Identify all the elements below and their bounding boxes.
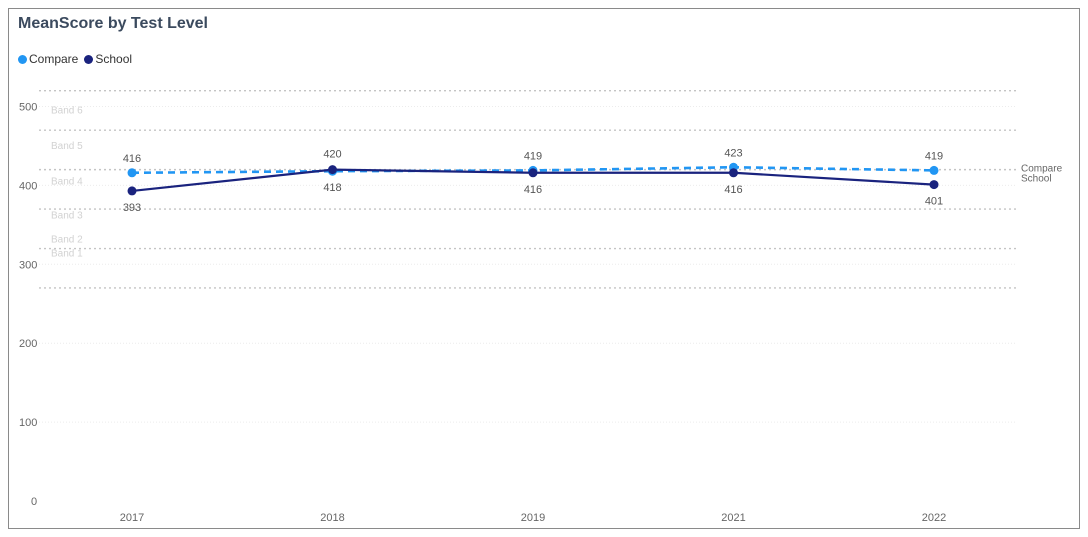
x-tick-label-2017: 2017 <box>120 512 144 524</box>
y-tick-label-0: 0 <box>31 496 37 508</box>
y-tick-label-400: 400 <box>19 180 37 192</box>
y-tick-label-500: 500 <box>19 102 37 114</box>
band-label-2: Band 2 <box>51 234 83 245</box>
legend: Compare School <box>18 52 138 66</box>
band-label-1: Band 1 <box>51 248 83 259</box>
point-compare-2022 <box>929 165 939 175</box>
chart-title: MeanScore by Test Level <box>18 15 208 32</box>
y-tick-label-300: 300 <box>19 259 37 271</box>
y-tick-label-200: 200 <box>19 338 37 350</box>
data-label-compare-2017: 416 <box>123 153 141 165</box>
x-tick-label-2018: 2018 <box>320 512 344 524</box>
band-label-3: Band 3 <box>51 211 83 222</box>
end-label-school: School <box>1021 173 1052 184</box>
point-school-2017 <box>127 186 137 196</box>
band-label-4: Band 4 <box>51 177 83 188</box>
data-label-compare-2019: 419 <box>524 150 542 162</box>
data-label-school-2019: 416 <box>524 184 542 196</box>
point-school-2021 <box>729 168 738 178</box>
legend-item-compare[interactable]: Compare <box>18 52 78 66</box>
data-label-school-2017: 393 <box>123 202 141 214</box>
data-label-compare-2021: 423 <box>724 147 742 159</box>
data-label-compare-2018: 418 <box>323 182 341 194</box>
end-label-compare: Compare <box>1021 163 1063 174</box>
legend-school-dot-icon <box>84 54 94 64</box>
band-label-5: Band 5 <box>51 141 83 152</box>
line-chart: 0 100 200 300 400 500 Band 1 Band 2 Band 3 Band 4… <box>19 90 1063 524</box>
data-label-school-2018: 420 <box>323 149 341 161</box>
data-label-compare-2022: 419 <box>925 150 943 162</box>
point-school-2022 <box>929 180 939 190</box>
point-compare-2017 <box>127 168 137 178</box>
point-school-2018 <box>328 165 337 175</box>
x-tick-label-2019: 2019 <box>521 512 545 524</box>
y-tick-label-100: 100 <box>19 417 37 429</box>
data-label-school-2022: 401 <box>925 196 943 208</box>
x-tick-label-2022: 2022 <box>922 512 946 524</box>
legend-compare-label: Compare <box>29 52 79 66</box>
data-label-school-2021: 416 <box>724 184 742 196</box>
legend-compare-dot-icon <box>18 54 27 64</box>
band-label-6: Band 6 <box>51 106 83 117</box>
legend-item-school[interactable]: School <box>84 52 132 66</box>
legend-school-label: School <box>95 52 133 66</box>
x-tick-label-2021: 2021 <box>721 512 745 524</box>
chart-frame: MeanScore by Test Level Compare School 0… <box>8 8 1080 529</box>
point-school-2019 <box>528 168 538 178</box>
